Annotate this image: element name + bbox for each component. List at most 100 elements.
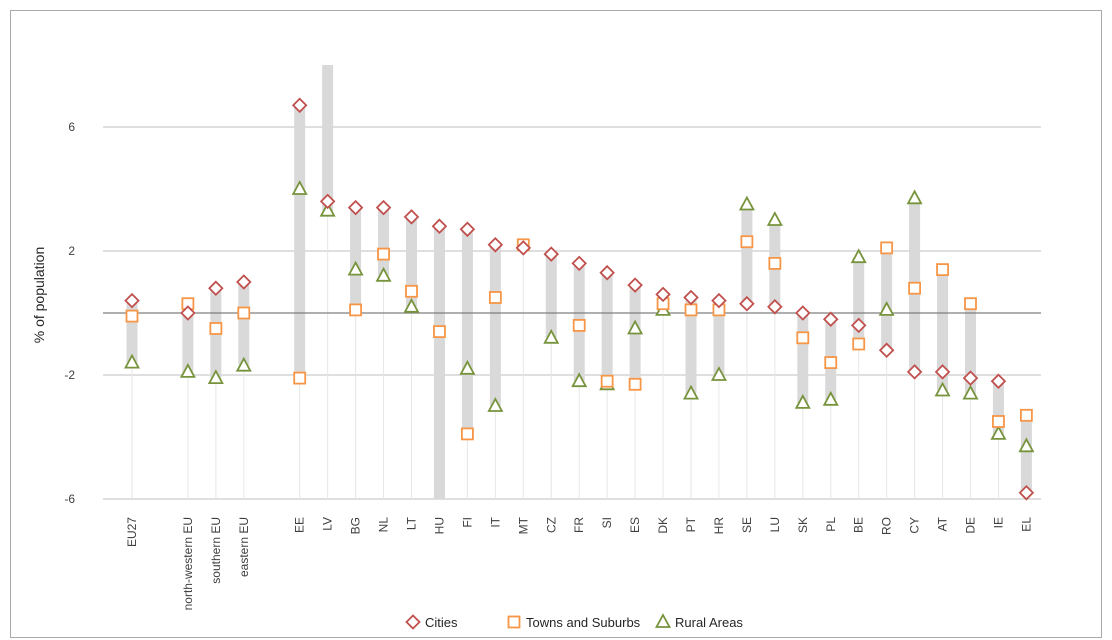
marker-rural-areas-north-western-eu <box>179 363 196 378</box>
marker-towns-and-suburbs-ie <box>992 415 1005 428</box>
marker-rural-areas-eastern-eu <box>235 356 252 372</box>
range-bar <box>629 285 641 385</box>
marker-rural-areas-hr <box>710 366 727 381</box>
marker-cities-pl <box>822 311 839 327</box>
range-bar <box>294 105 306 379</box>
marker-rural-areas-fi <box>459 359 476 375</box>
marker-towns-and-suburbs-fi <box>460 427 474 441</box>
range-bar <box>881 247 893 351</box>
x-tick-label: DK <box>656 517 670 534</box>
x-tick-label: RO <box>880 517 894 535</box>
x-tick-label: LU <box>768 517 782 532</box>
marker-cities-lt <box>403 209 420 225</box>
legend: Cities Towns and Suburbs Rural Areas <box>405 613 743 630</box>
data-markers <box>123 97 1035 501</box>
marker-cities-lu <box>767 299 783 315</box>
x-tick-label: BE <box>852 517 866 533</box>
marker-cities-es <box>627 277 643 293</box>
legend-label: Towns and Suburbs <box>526 615 641 630</box>
marker-cities-el <box>1018 485 1035 501</box>
marker-towns-and-suburbs-de <box>964 297 977 311</box>
range-bar <box>126 300 138 363</box>
legend-marker-cities <box>405 614 421 630</box>
marker-rural-areas-ee <box>291 180 308 195</box>
x-tick-label: eastern EU <box>237 517 251 577</box>
y-tick-label: 2 <box>68 244 75 258</box>
marker-rural-areas-sk <box>794 394 811 409</box>
marker-towns-and-suburbs-si <box>600 374 614 388</box>
range-bar <box>685 297 697 394</box>
marker-cities-be <box>850 317 867 334</box>
marker-towns-and-suburbs-ro <box>880 241 894 255</box>
marker-rural-areas-el <box>1018 437 1035 453</box>
x-tick-label: SE <box>740 517 754 533</box>
range-bar <box>1020 415 1032 493</box>
marker-rural-areas-ro <box>878 301 895 316</box>
y-tick-label: -2 <box>64 368 75 382</box>
grid-lines <box>103 126 1041 500</box>
marker-cities-ee <box>291 97 308 114</box>
marker-rural-areas-lu <box>766 211 783 226</box>
chart-frame: -6 -2 2 6 EU27 north-western EU southern EU ea… <box>10 10 1102 638</box>
range-bar <box>853 257 865 344</box>
x-tick-label: IT <box>488 516 502 527</box>
marker-towns-and-suburbs-fr <box>572 318 586 332</box>
marker-towns-and-suburbs-nl <box>377 247 390 261</box>
marker-towns-and-suburbs-pt <box>684 303 698 317</box>
x-tick-label: EU27 <box>125 517 139 547</box>
marker-cities-it <box>487 237 504 253</box>
marker-towns-and-suburbs-at <box>936 263 949 277</box>
x-tick-label: southern EU <box>209 517 223 584</box>
marker-cities-hr <box>711 292 727 309</box>
marker-cities-hu <box>431 218 448 234</box>
marker-rural-areas-lt <box>403 297 420 313</box>
x-tick-label: MT <box>516 516 530 534</box>
marker-cities-eu27 <box>124 292 140 309</box>
marker-cities-north-western-eu <box>180 305 196 321</box>
marker-towns-and-suburbs-es <box>628 377 642 391</box>
marker-rural-areas-pl <box>822 390 839 406</box>
marker-rural-areas-southern-eu <box>207 369 224 385</box>
x-tick-label: IE <box>991 517 1005 528</box>
x-tick-label: PT <box>684 516 698 532</box>
marker-cities-fr <box>571 255 587 272</box>
range-bar <box>378 207 390 276</box>
marker-towns-and-suburbs-sk <box>796 331 810 345</box>
marker-cities-pt <box>683 289 699 306</box>
x-tick-label: HR <box>712 517 726 535</box>
marker-towns-and-suburbs-eastern-eu <box>237 306 251 320</box>
range-bar <box>489 244 501 406</box>
range-bar <box>545 254 557 338</box>
legend-marker-rural-areas <box>654 613 672 628</box>
marker-cities-fi <box>459 221 476 238</box>
x-tick-label: north-western EU <box>181 517 195 610</box>
marker-rural-areas-it <box>487 397 504 412</box>
range-bar <box>601 272 613 385</box>
range-bar <box>182 303 194 372</box>
marker-cities-de <box>962 370 979 386</box>
marker-towns-and-suburbs-it <box>488 291 502 304</box>
x-tick-label: DE <box>964 517 978 534</box>
range-bar <box>741 204 753 304</box>
y-tick-label: 6 <box>68 120 75 134</box>
x-tick-label: EL <box>1019 517 1033 532</box>
marker-towns-and-suburbs-lu <box>768 256 782 270</box>
range-bar <box>713 300 725 375</box>
x-tick-label: AT <box>936 516 950 531</box>
marker-cities-ie <box>990 373 1007 389</box>
marker-rural-areas-cy <box>906 189 923 205</box>
marker-rural-areas-cz <box>543 328 560 344</box>
x-tick-label: SI <box>600 517 614 528</box>
x-tick-label: LV <box>321 517 335 531</box>
range-bar <box>350 207 362 310</box>
marker-rural-areas-ie <box>990 425 1007 440</box>
range-bars <box>126 65 1032 499</box>
marker-cities-lv <box>319 193 336 210</box>
marker-towns-and-suburbs-southern-eu <box>209 322 223 335</box>
x-tick-label: CZ <box>544 517 558 533</box>
marker-rural-areas-de <box>962 384 979 400</box>
marker-cities-mt <box>515 240 532 256</box>
range-bar <box>965 303 976 394</box>
x-tick-label: PL <box>824 517 838 532</box>
marker-rural-areas-at <box>934 381 951 397</box>
